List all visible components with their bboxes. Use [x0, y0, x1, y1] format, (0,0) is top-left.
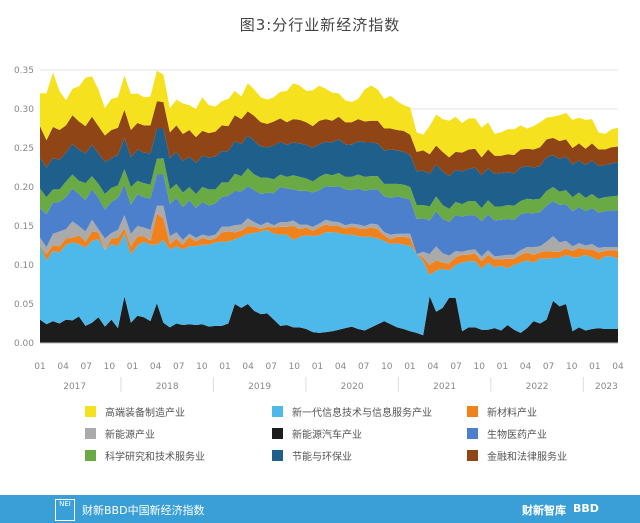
x-tick-label: 04	[150, 362, 162, 372]
x-tick-label: 04	[520, 362, 532, 372]
x-tick-label: 10	[566, 362, 578, 372]
x-tick-label: 04	[242, 362, 254, 372]
legend-swatch	[272, 406, 283, 417]
legend-label: 新材料产业	[487, 408, 537, 419]
legend-label: 新能源产业	[105, 430, 155, 441]
footer-brand-bbd: BBD	[573, 502, 599, 515]
area-series-8	[40, 101, 618, 177]
area-series-3	[40, 213, 618, 276]
legend-swatch	[467, 450, 478, 461]
legend-item: 金融和法律服务业	[467, 448, 567, 463]
legend-item: 新一代信息技术与信息服务产业	[272, 404, 432, 419]
x-tick-label: 01	[404, 362, 415, 372]
legend-item: 新能源产业	[85, 426, 155, 441]
y-tick-label: 0.15	[14, 222, 34, 232]
x-year-label: 2022	[526, 382, 549, 392]
x-tick-label: 04	[57, 362, 69, 372]
legend-swatch	[272, 428, 283, 439]
y-axis-ticks: 0.00 0.05 0.10 0.15 0.20 0.25 0.30 0.35	[14, 66, 34, 349]
x-tick-label: 01	[219, 362, 230, 372]
legend-label: 新能源汽车产业	[292, 430, 362, 441]
y-tick-label: 0.30	[14, 105, 34, 115]
x-year-label: 2017	[63, 382, 86, 392]
x-tick-label: 10	[196, 362, 208, 372]
stacked-area-chart: 0.00 0.05 0.10 0.15 0.20 0.25 0.30 0.35 01 04 07 1…	[14, 66, 624, 392]
legend-item: 科学研究和技术服务业	[85, 448, 205, 463]
legend-swatch	[85, 450, 96, 461]
footer-bar: NEI 财新BBD中国新经济指数 财新智库 BBD	[0, 495, 640, 523]
x-tick-label: 07	[358, 362, 369, 372]
footer-brand-caixin: 财新智库	[522, 504, 566, 517]
x-tick-label: 04	[427, 362, 439, 372]
x-tick-label: 07	[81, 362, 92, 372]
x-tick-label: 01	[312, 362, 323, 372]
x-tick-label: 01	[34, 362, 45, 372]
chart-title: 图3:分行业新经济指数	[239, 16, 401, 34]
legend-label: 节能与环保业	[292, 452, 352, 463]
legend-label: 新一代信息技术与信息服务产业	[292, 408, 432, 419]
legend-item: 新能源汽车产业	[272, 426, 362, 441]
area-series-7	[40, 128, 618, 209]
legend-swatch	[85, 428, 96, 439]
x-tick-label: 07	[543, 362, 554, 372]
legend-label: 生物医药产业	[487, 430, 547, 441]
area-series-6	[40, 158, 618, 223]
x-year-label: 2020	[341, 382, 364, 392]
x-tick-label: 10	[289, 362, 301, 372]
x-tick-label: 10	[381, 362, 393, 372]
y-tick-label: 0.25	[14, 144, 34, 154]
y-tick-label: 0.05	[14, 300, 34, 310]
nei-logo: NEI	[55, 499, 75, 521]
legend-item: 高端装备制造产业	[85, 404, 185, 419]
x-tick-label: 07	[265, 362, 276, 372]
area-series-5	[40, 174, 618, 257]
area-series-2	[40, 229, 618, 336]
x-tick-label: 07	[173, 362, 184, 372]
x-tick-label: 10	[474, 362, 486, 372]
y-tick-label: 0.35	[14, 66, 34, 76]
x-tick-label: 04	[335, 362, 347, 372]
x-year-label: 2021	[433, 382, 456, 392]
y-tick-label: 0.10	[14, 261, 34, 271]
legend-swatch	[272, 450, 283, 461]
footer-index-name: 财新BBD中国新经济指数	[82, 504, 205, 517]
x-tick-label: 07	[450, 362, 461, 372]
legend-item: 新材料产业	[467, 404, 537, 419]
x-axis-ticks: 01 04 07 10 01 04 07 10 01 04 07 10 01 04 07 10 01 04 07 10…	[34, 342, 624, 392]
x-tick-label: 01	[589, 362, 600, 372]
x-year-label: 2019	[248, 382, 271, 392]
legend-label: 科学研究和技术服务业	[105, 452, 205, 463]
legend-swatch	[467, 406, 478, 417]
area-series-1	[40, 296, 618, 343]
x-tick-label: 01	[497, 362, 508, 372]
area-series-9	[40, 70, 618, 158]
y-tick-label: 0.20	[14, 183, 34, 193]
x-tick-label: 10	[104, 362, 116, 372]
x-tick-label: 01	[127, 362, 138, 372]
x-tick-label: 04	[612, 362, 624, 372]
legend-item: 生物医药产业	[467, 426, 547, 441]
area-series	[40, 70, 618, 343]
y-tick-label: 0.00	[14, 339, 34, 349]
area-series-4	[40, 205, 618, 265]
legend-swatch	[85, 406, 96, 417]
legend-label: 金融和法律服务业	[487, 452, 567, 463]
legend-label: 高端装备制造产业	[105, 408, 185, 419]
legend-item: 节能与环保业	[272, 448, 352, 463]
x-year-label: 2018	[156, 382, 179, 392]
legend-swatch	[467, 428, 478, 439]
x-year-label: 2023	[595, 382, 618, 392]
